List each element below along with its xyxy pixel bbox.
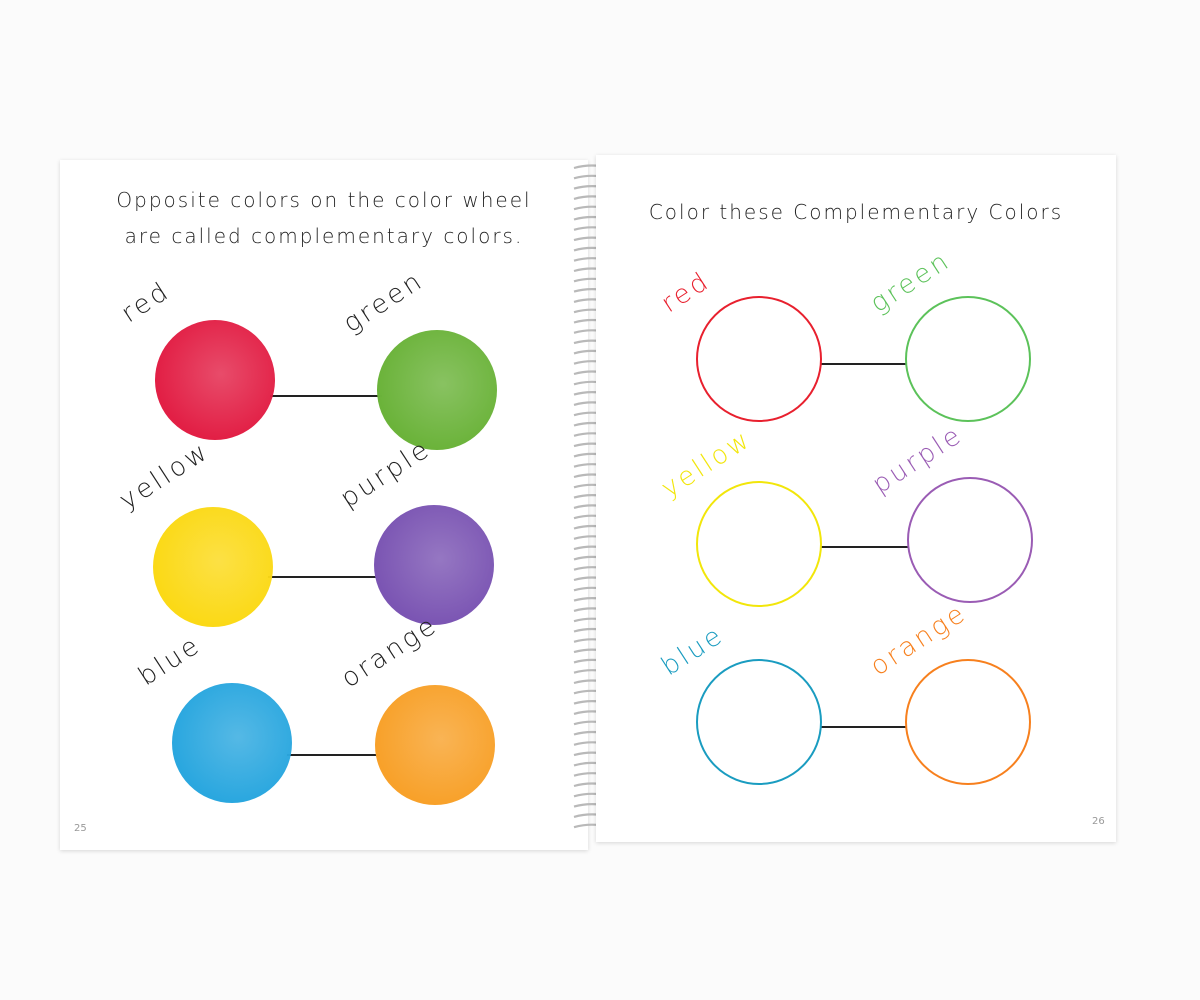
green-paint-blob — [377, 330, 497, 450]
color-label: green — [338, 265, 430, 340]
color-label: orange — [336, 609, 444, 695]
purple-coloring-circle[interactable] — [907, 477, 1033, 603]
yellow-paint-blob — [153, 507, 273, 627]
blue-paint-blob — [172, 683, 292, 803]
purple-paint-blob — [374, 505, 494, 625]
page-number: 26 — [1092, 816, 1105, 827]
left-page: Opposite colors on the color wheel are c… — [60, 160, 588, 850]
heading-line-2: are called complementary colors. — [124, 224, 524, 248]
color-label: purple — [335, 433, 437, 515]
left-heading: Opposite colors on the color wheel are c… — [60, 182, 588, 254]
green-coloring-circle[interactable] — [905, 296, 1031, 422]
right-page: Color these Complementary Colors red gre… — [596, 155, 1116, 842]
red-paint-blob — [155, 320, 275, 440]
red-coloring-circle[interactable] — [696, 296, 822, 422]
orange-coloring-circle[interactable] — [905, 659, 1031, 785]
heading-line-1: Opposite colors on the color wheel — [116, 188, 532, 212]
blue-coloring-circle[interactable] — [696, 659, 822, 785]
connector-line — [270, 395, 382, 397]
connector-line — [821, 726, 906, 728]
right-heading: Color these Complementary Colors — [596, 199, 1116, 225]
connector-line — [287, 754, 380, 756]
page-number: 25 — [74, 823, 87, 834]
color-label: yellow — [114, 435, 216, 517]
orange-paint-blob — [375, 685, 495, 805]
connector-line — [821, 363, 906, 365]
right-heading-text: Color these Complementary Colors — [648, 200, 1064, 224]
connector-line — [268, 576, 379, 578]
color-label: blue — [133, 629, 207, 693]
color-label: red — [656, 265, 716, 320]
yellow-coloring-circle[interactable] — [696, 481, 822, 607]
color-label: red — [116, 275, 176, 330]
connector-line — [821, 546, 908, 548]
